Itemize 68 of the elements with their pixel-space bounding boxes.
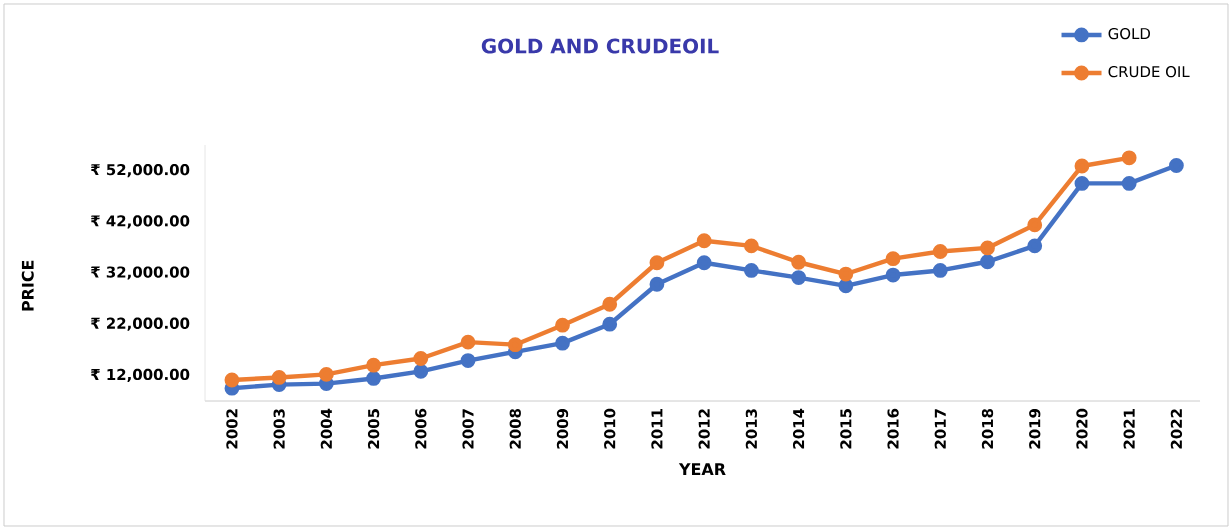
x-tick-label: 2018 bbox=[981, 408, 994, 449]
point bbox=[980, 240, 995, 256]
point bbox=[507, 337, 523, 353]
point bbox=[696, 255, 712, 271]
point bbox=[460, 334, 476, 350]
x-tick-label: 2021 bbox=[1123, 409, 1135, 449]
point bbox=[743, 238, 759, 254]
y-axis-title: PRICE bbox=[21, 260, 34, 311]
point bbox=[1121, 176, 1137, 191]
x-tick-label: 2022 bbox=[1170, 409, 1183, 449]
point bbox=[413, 363, 429, 379]
point bbox=[696, 233, 712, 249]
point bbox=[555, 317, 570, 333]
x-tick-label: 2013 bbox=[745, 409, 758, 449]
x-tick-label: 2016 bbox=[887, 408, 899, 449]
point bbox=[366, 357, 381, 373]
point bbox=[1074, 158, 1090, 174]
x-tick-label: 2002 bbox=[226, 409, 238, 449]
point bbox=[649, 276, 665, 292]
point bbox=[413, 351, 429, 366]
x-tick-label: 2006 bbox=[415, 408, 427, 449]
x-axis-title: YEAR bbox=[678, 463, 726, 475]
point bbox=[649, 255, 665, 271]
point bbox=[1074, 176, 1090, 191]
y-tick-label: ₹ 22,000.00 bbox=[90, 317, 190, 331]
y-tick-label: ₹ 32,000.00 bbox=[90, 266, 190, 280]
point bbox=[980, 254, 995, 270]
x-tick-label: 2019 bbox=[1029, 408, 1041, 449]
point bbox=[743, 263, 759, 278]
point bbox=[791, 254, 807, 270]
point bbox=[1027, 217, 1043, 233]
legend-label: GOLD bbox=[1108, 27, 1150, 40]
legend-label: CRUDE OIL bbox=[1108, 65, 1190, 78]
x-tick-label: 2003 bbox=[273, 409, 285, 449]
point bbox=[602, 316, 618, 332]
point bbox=[1121, 150, 1137, 166]
point bbox=[885, 267, 901, 283]
x-tick-label: 2008 bbox=[509, 408, 521, 449]
x-tick-label: 2004 bbox=[320, 408, 333, 449]
x-tick-label: 2010 bbox=[604, 408, 616, 449]
x-tick-label: 2012 bbox=[698, 409, 710, 449]
x-tick-label: 2015 bbox=[840, 409, 852, 449]
x-tick-label: 2014 bbox=[792, 408, 805, 449]
point bbox=[318, 366, 334, 382]
x-tick-label: 2005 bbox=[367, 409, 380, 449]
x-tick-label: 2017 bbox=[934, 409, 946, 449]
x-tick-label: 2020 bbox=[1076, 408, 1088, 449]
point bbox=[932, 244, 948, 259]
point bbox=[1169, 158, 1184, 173]
point bbox=[1027, 238, 1043, 254]
x-tick-label: 2011 bbox=[651, 409, 663, 449]
chart-title: GOLD AND CRUDEOIL bbox=[481, 38, 719, 54]
point bbox=[932, 263, 948, 278]
point bbox=[271, 370, 287, 385]
point bbox=[366, 371, 381, 386]
point bbox=[885, 251, 901, 267]
y-tick-label: ₹ 42,000.00 bbox=[90, 215, 190, 229]
x-tick-label: 2007 bbox=[462, 409, 474, 449]
x-tick-label: 2009 bbox=[556, 408, 569, 449]
point bbox=[838, 278, 854, 294]
y-tick-label: ₹ 12,000.00 bbox=[90, 368, 190, 383]
point bbox=[224, 372, 240, 388]
point bbox=[555, 335, 570, 351]
point bbox=[602, 296, 618, 312]
point bbox=[838, 266, 854, 282]
point bbox=[791, 270, 807, 286]
y-tick-label: ₹ 52,000.00 bbox=[90, 163, 190, 178]
point bbox=[460, 353, 476, 368]
